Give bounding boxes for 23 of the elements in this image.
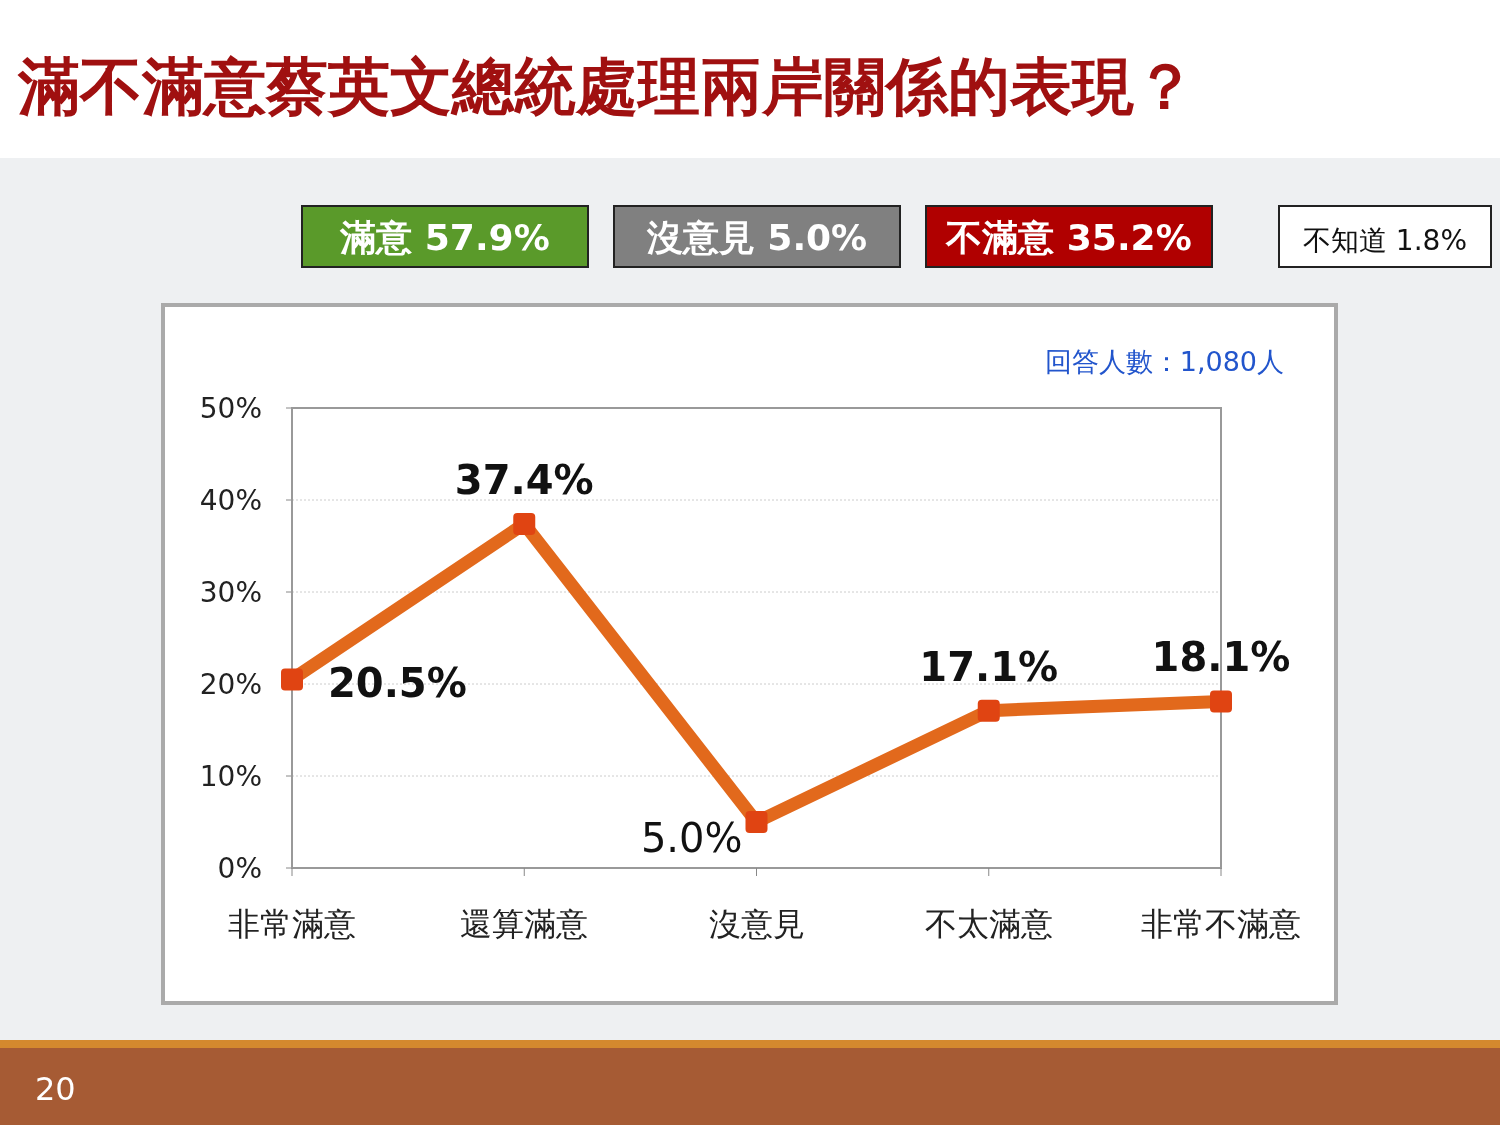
x-tick-label: 非常不滿意 [1141, 905, 1301, 943]
x-tick-label: 沒意見 [708, 905, 805, 943]
y-tick-label: 30% [199, 576, 262, 609]
y-tick-label: 0% [217, 852, 262, 885]
text: 不滿意 35.2% [945, 217, 1192, 258]
y-tick-label: 20% [199, 668, 262, 701]
text: 回答人數：1,080人 [1044, 346, 1284, 377]
x-tick-label: 非常滿意 [228, 905, 356, 943]
text: 20 [35, 1070, 76, 1108]
chart-title: 滿不滿意蔡英文總統處理兩岸關係的表現？ [17, 50, 1196, 123]
y-tick-label: 10% [199, 760, 262, 793]
data-label: 5.0% [640, 815, 743, 861]
x-tick-label: 不太滿意 [924, 905, 1053, 943]
text: 沒意見 5.0% [645, 217, 868, 258]
x-tick-label: 還算滿意 [460, 905, 589, 943]
data-label: 17.1% [919, 643, 1059, 690]
y-tick-label: 40% [199, 484, 262, 517]
text: 不知道 1.8% [1302, 224, 1468, 257]
y-tick-label: 50% [199, 392, 262, 425]
data-label: 20.5% [328, 660, 467, 707]
data-label: 18.1% [1151, 634, 1291, 681]
text: 滿意 57.9% [339, 217, 550, 258]
data-label: 37.4% [454, 456, 594, 503]
